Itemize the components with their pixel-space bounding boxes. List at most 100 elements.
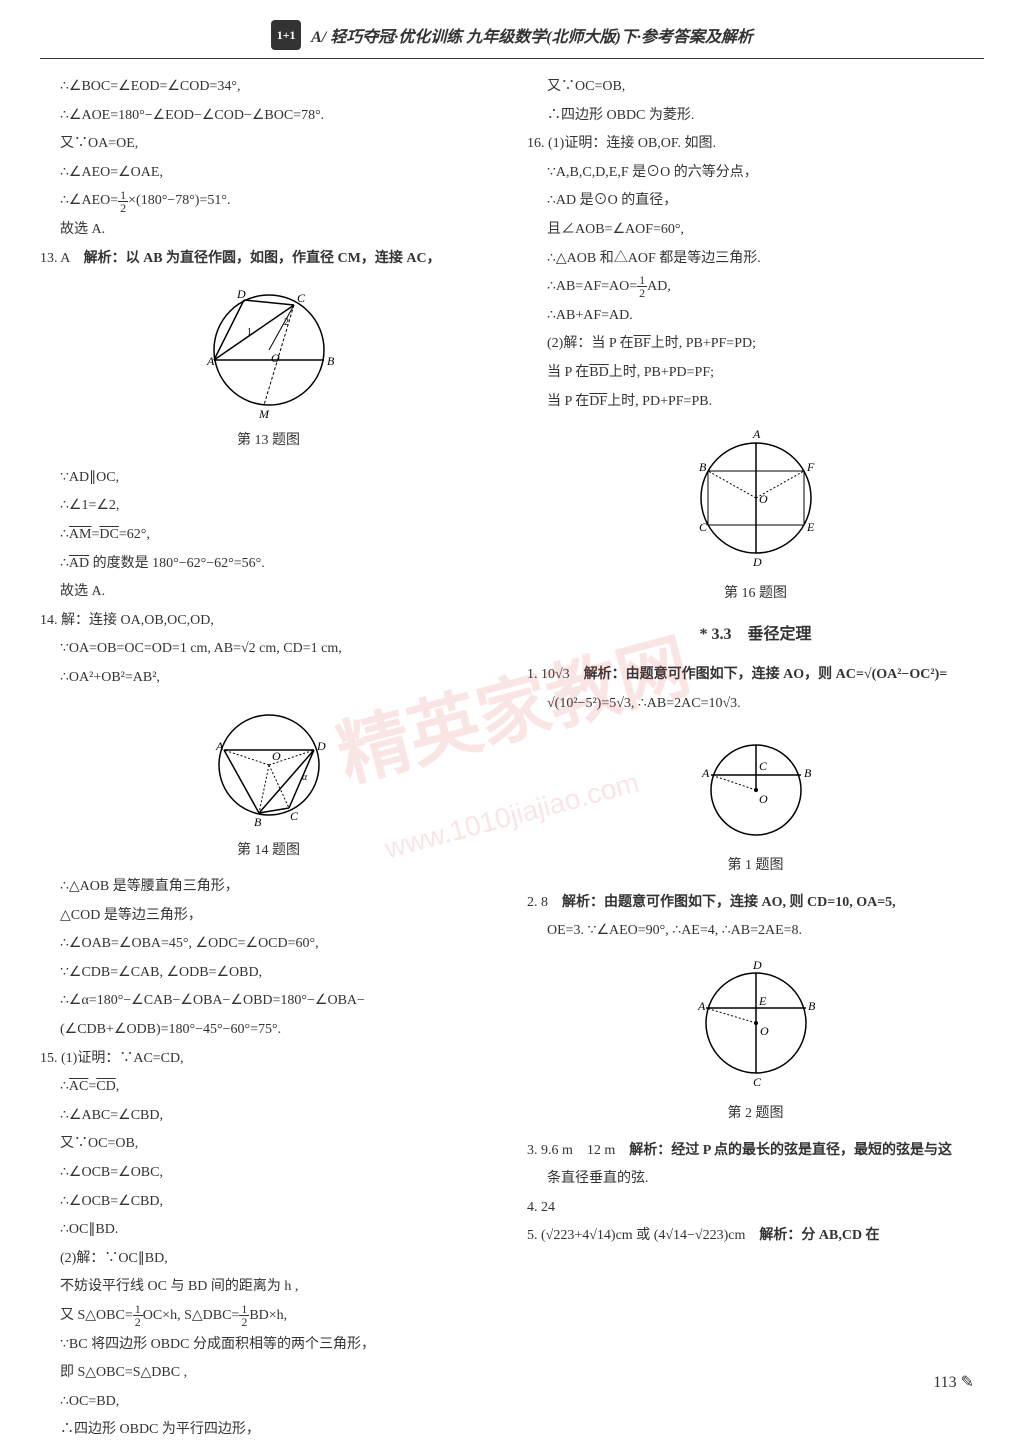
- svg-text:B: B: [699, 460, 707, 474]
- text-line: 又 S△OBC=12OC×h, S△DBC=12BD×h,: [40, 1303, 497, 1330]
- text-line: ∵OA=OB=OC=OD=1 cm, AB=√2 cm, CD=1 cm,: [40, 636, 497, 663]
- svg-text:A: A: [206, 354, 215, 368]
- svg-text:D: D: [752, 958, 762, 972]
- svg-text:M: M: [258, 407, 270, 420]
- text-line: √(10²−5²)=5√3, ∴AB=2AC=10√3.: [527, 691, 984, 718]
- question-13: 13. A 解析：以 AB 为直径作圆，如图，作直径 CM，连接 AC，: [40, 246, 497, 273]
- svg-text:C: C: [297, 291, 306, 305]
- svg-text:O: O: [760, 1024, 769, 1038]
- text-line: 又∵OA=OE,: [40, 131, 497, 158]
- text-line: ∴四边形 OBDC 为菱形.: [527, 103, 984, 130]
- svg-text:A: A: [752, 427, 761, 441]
- question-3: 3. 9.6 m 12 m 解析：经过 P 点的最长的弦是直径，最短的弦是与这: [527, 1138, 984, 1165]
- text-line: ∵AD∥OC,: [40, 465, 497, 492]
- main-content: ∴∠BOC=∠EOD=∠COD=34°, ∴∠AOE=180°−∠EOD−∠CO…: [40, 74, 984, 1446]
- text-line: ∴AC=CD,: [40, 1074, 497, 1101]
- figure-14: A B C D O α: [40, 700, 497, 830]
- text-line: (2)解：当 P 在BF上时, PB+PF=PD;: [527, 331, 984, 358]
- text-line: ∴OA²+OB²=AB²,: [40, 665, 497, 692]
- svg-text:1: 1: [247, 327, 252, 338]
- right-column: 又∵OC=OB, ∴四边形 OBDC 为菱形. 16. (1)证明：连接 OB,…: [527, 74, 984, 1446]
- text-line: ∴∠ABC=∠CBD,: [40, 1103, 497, 1130]
- figure-2-caption: 第 2 题图: [527, 1101, 984, 1128]
- figure-13: A B C D O M 1 2: [40, 280, 497, 420]
- svg-text:A: A: [701, 766, 710, 780]
- svg-text:B: B: [804, 766, 812, 780]
- figure-16-caption: 第 16 题图: [527, 581, 984, 608]
- figure-14-caption: 第 14 题图: [40, 838, 497, 865]
- svg-text:α: α: [302, 772, 308, 783]
- question-5: 5. (√223+4√14)cm 或 (4√14−√223)cm 解析：分 AB…: [527, 1223, 984, 1250]
- text-line: 当 P 在DF上时, PD+PF=PB.: [527, 389, 984, 416]
- text-line: ∴∠OAB=∠OBA=45°, ∠ODC=∠OCD=60°,: [40, 931, 497, 958]
- text-line: ∵∠CDB=∠CAB, ∠ODB=∠OBD,: [40, 960, 497, 987]
- text-line: 故选 A.: [40, 217, 497, 244]
- figure-16: A B C D E F O: [527, 423, 984, 573]
- svg-text:D: D: [752, 555, 762, 569]
- text-line: 即 S△OBC=S△DBC ,: [40, 1360, 497, 1387]
- svg-text:O: O: [759, 792, 768, 806]
- text-line: ∴∠AEO=12×(180°−78°)=51°.: [40, 188, 497, 215]
- text-line: 又∵OC=OB,: [40, 1131, 497, 1158]
- text-line: ∴OC∥BD.: [40, 1217, 497, 1244]
- text-line: 故选 A.: [40, 579, 497, 606]
- section-3-3-title: * 3.3 垂径定理: [527, 620, 984, 650]
- text-line: 当 P 在BD上时, PB+PD=PF;: [527, 360, 984, 387]
- svg-text:D: D: [316, 739, 326, 753]
- text-line: 不妨设平行线 OC 与 BD 间的距离为 h ,: [40, 1274, 497, 1301]
- svg-text:C: C: [759, 759, 768, 773]
- svg-text:E: E: [758, 994, 767, 1008]
- svg-text:O: O: [272, 749, 281, 763]
- text-line: OE=3. ∵∠AEO=90°, ∴AE=4, ∴AB=2AE=8.: [527, 918, 984, 945]
- text-line: ∴OC=BD,: [40, 1389, 497, 1416]
- text-line: ∴AB+AF=AD.: [527, 303, 984, 330]
- text-line: 且∠AOB=∠AOF=60°,: [527, 217, 984, 244]
- svg-text:A: A: [697, 999, 706, 1013]
- svg-text:D: D: [236, 287, 246, 301]
- text-line: (∠CDB+∠ODB)=180°−45°−60°=75°.: [40, 1017, 497, 1044]
- text-line: ∵BC 将四边形 OBDC 分成面积相等的两个三角形，: [40, 1332, 497, 1359]
- left-column: ∴∠BOC=∠EOD=∠COD=34°, ∴∠AOE=180°−∠EOD−∠CO…: [40, 74, 497, 1446]
- text-line: ∴∠1=∠2,: [40, 493, 497, 520]
- text-line: ∴AD 的度数是 180°−62°−62°=56°.: [40, 551, 497, 578]
- svg-text:A: A: [215, 739, 224, 753]
- text-line: 条直径垂直的弦.: [527, 1166, 984, 1193]
- page-header: 1+1 A/ 轻巧夺冠·优化训练 九年级数学(北师大版)下·参考答案及解析: [40, 20, 984, 59]
- svg-text:F: F: [806, 460, 815, 474]
- svg-text:B: B: [254, 815, 262, 829]
- text-line: ∴AB=AF=AO=12AD,: [527, 274, 984, 301]
- svg-text:C: C: [753, 1075, 762, 1089]
- text-line: ∴∠AOE=180°−∠EOD−∠COD−∠BOC=78°.: [40, 103, 497, 130]
- question-16: 16. (1)证明：连接 OB,OF. 如图.: [527, 131, 984, 158]
- text-line: ∴四边形 OBDC 为平行四边形，: [40, 1417, 497, 1444]
- text-line: ∴AD 是⊙O 的直径，: [527, 188, 984, 215]
- text-line: ∴∠OCB=∠OBC,: [40, 1160, 497, 1187]
- question-14: 14. 解：连接 OA,OB,OC,OD,: [40, 608, 497, 635]
- question-1: 1. 10√3 解析：由题意可作图如下，连接 AO，则 AC=√(OA²−OC²…: [527, 662, 984, 689]
- text-line: ∴∠BOC=∠EOD=∠COD=34°,: [40, 74, 497, 101]
- svg-text:B: B: [327, 354, 335, 368]
- question-15: 15. (1)证明：∵AC=CD,: [40, 1046, 497, 1073]
- text-line: (2)解：∵OC∥BD,: [40, 1246, 497, 1273]
- header-logo: 1+1: [271, 20, 301, 50]
- text-line: 又∵OC=OB,: [527, 74, 984, 101]
- header-title: A/ 轻巧夺冠·优化训练 九年级数学(北师大版)下·参考答案及解析: [311, 23, 753, 47]
- text-line: ∴△AOB 是等腰直角三角形，: [40, 874, 497, 901]
- figure-1-caption: 第 1 题图: [527, 853, 984, 880]
- svg-text:2: 2: [284, 317, 289, 328]
- figure-1: A B C O: [527, 725, 984, 845]
- svg-text:E: E: [806, 520, 815, 534]
- text-line: ∴∠α=180°−∠CAB−∠OBA−∠OBD=180°−∠OBA−: [40, 988, 497, 1015]
- svg-text:C: C: [699, 520, 708, 534]
- figure-2: A B C D E O: [527, 953, 984, 1093]
- text-line: ∴△AOB 和△AOF 都是等边三角形.: [527, 246, 984, 273]
- text-line: ∵A,B,C,D,E,F 是⊙O 的六等分点，: [527, 160, 984, 187]
- svg-text:B: B: [808, 999, 816, 1013]
- figure-13-caption: 第 13 题图: [40, 428, 497, 455]
- text-line: △COD 是等边三角形，: [40, 903, 497, 930]
- page-number: 113 ✎: [933, 1372, 974, 1392]
- question-2: 2. 8 解析：由题意可作图如下，连接 AO, 则 CD=10, OA=5,: [527, 890, 984, 917]
- text-line: ∴∠AEO=∠OAE,: [40, 160, 497, 187]
- question-4: 4. 24: [527, 1195, 984, 1222]
- svg-text:C: C: [290, 809, 299, 823]
